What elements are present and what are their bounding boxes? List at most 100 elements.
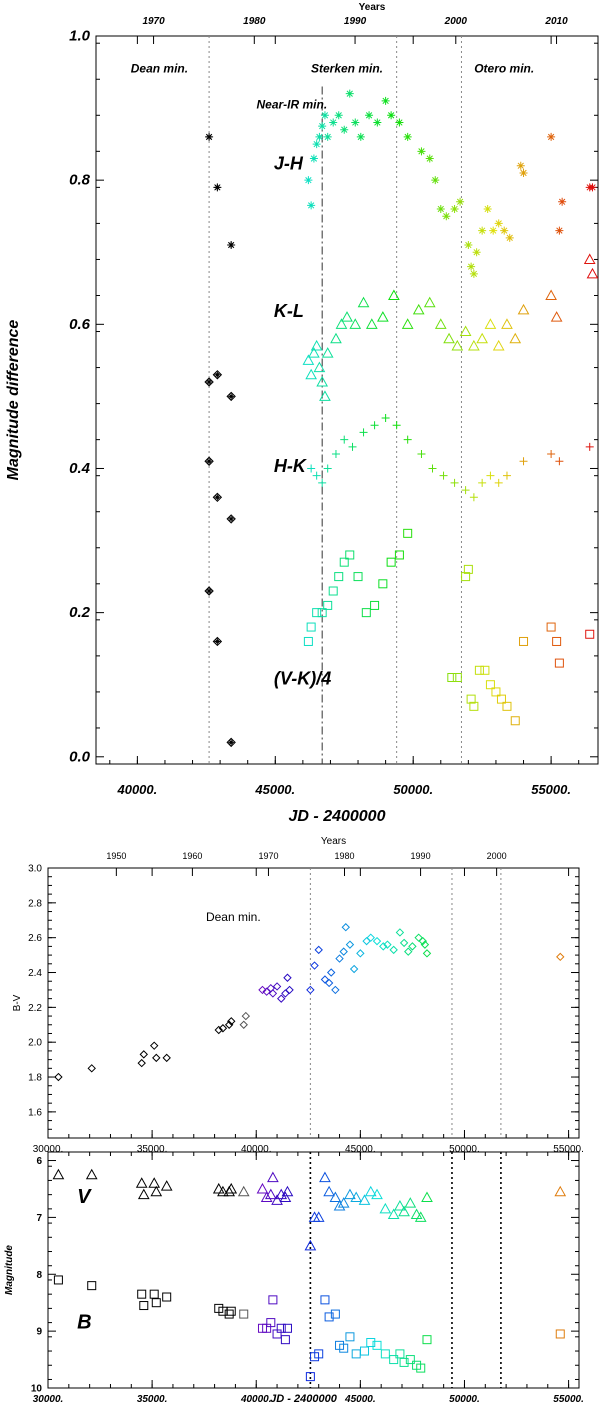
- data-point: [585, 629, 595, 639]
- data-point: [412, 303, 425, 315]
- data-point: [379, 1202, 392, 1214]
- data-point: [351, 118, 360, 127]
- data-point: [335, 318, 348, 329]
- data-point: [447, 673, 457, 683]
- data-point: [358, 1194, 371, 1205]
- data-point: [372, 1340, 382, 1350]
- data-point: [414, 933, 423, 942]
- top-tick-label: 2000: [487, 851, 507, 861]
- data-point: [364, 1185, 377, 1197]
- data-point: [87, 1281, 97, 1291]
- data-point: [494, 219, 503, 228]
- data-point: [463, 564, 473, 574]
- data-point: [319, 390, 331, 401]
- data-point: [395, 1349, 405, 1359]
- data-point: [461, 486, 470, 495]
- data-point: [212, 1182, 225, 1194]
- data-point: [425, 154, 434, 163]
- data-point: [212, 370, 223, 380]
- data-point: [323, 1185, 335, 1197]
- marker-overlay: [206, 588, 213, 595]
- data-point: [329, 1191, 342, 1202]
- y-tick-label: 6: [36, 1156, 42, 1167]
- data-point: [217, 1185, 229, 1197]
- data-point: [306, 622, 316, 632]
- data-point: [318, 478, 327, 487]
- data-point: [272, 982, 282, 991]
- data-point: [519, 636, 529, 646]
- data-point: [204, 456, 214, 466]
- data-point: [476, 332, 489, 344]
- data-point: [321, 347, 334, 358]
- y-tick-label: 10: [31, 1384, 43, 1395]
- x-tick-label: 35000.: [137, 1144, 168, 1155]
- data-point: [389, 945, 398, 955]
- data-point: [443, 332, 455, 344]
- data-point: [318, 122, 327, 131]
- data-point: [314, 945, 323, 955]
- x-tick-label: 40000.: [240, 1394, 272, 1405]
- data-point: [422, 1335, 432, 1345]
- data-point: [319, 1171, 331, 1183]
- data-point: [227, 241, 236, 250]
- data-point: [389, 1355, 399, 1365]
- data-point: [399, 1357, 409, 1367]
- data-point: [330, 332, 342, 344]
- data-point: [586, 267, 599, 279]
- data-point: [280, 1335, 290, 1345]
- data-point: [314, 1349, 324, 1359]
- data-point: [492, 339, 505, 351]
- data-point: [395, 118, 404, 127]
- series-label: B: [77, 1311, 91, 1333]
- data-point: [152, 1053, 161, 1063]
- data-point: [323, 464, 332, 473]
- data-point: [308, 347, 320, 358]
- data-point: [226, 514, 236, 524]
- data-point: [227, 1017, 236, 1026]
- data-point: [459, 325, 472, 337]
- data-point: [378, 579, 388, 589]
- data-point: [54, 1072, 63, 1082]
- data-point: [370, 600, 380, 610]
- data-point: [305, 1372, 315, 1382]
- minimum-label: Dean min.: [206, 910, 261, 924]
- data-point: [85, 1168, 98, 1180]
- data-point: [279, 1191, 292, 1202]
- data-point: [483, 204, 492, 213]
- data-point: [451, 339, 464, 351]
- data-point: [137, 1289, 147, 1299]
- data-point: [307, 201, 316, 210]
- data-point: [362, 936, 371, 946]
- series-label: (V-K)/4: [274, 669, 331, 689]
- data-point: [381, 414, 390, 423]
- data-point: [501, 318, 513, 329]
- x-axis-title: JD - 2400000: [270, 1393, 338, 1405]
- data-point: [371, 1188, 383, 1200]
- data-point: [328, 586, 338, 596]
- data-point: [372, 936, 382, 946]
- data-point: [340, 435, 349, 444]
- data-point: [442, 212, 451, 221]
- data-point: [485, 680, 495, 690]
- y-tick-label: 2.6: [28, 933, 42, 944]
- x-tick-label: 35000.: [137, 1394, 168, 1405]
- data-point: [554, 658, 564, 668]
- data-point: [333, 1199, 346, 1211]
- y-tick-label: 3.0: [28, 864, 42, 875]
- y-axis-title: Magnitude difference: [5, 320, 22, 481]
- data-point: [226, 391, 236, 402]
- data-point: [588, 183, 597, 192]
- data-point: [264, 1188, 277, 1200]
- data-point: [307, 464, 316, 473]
- x-axis-title: JD - 2400000: [289, 808, 386, 825]
- data-point: [491, 687, 501, 697]
- data-point: [320, 111, 329, 120]
- x-tick-label: 40000.: [241, 1144, 272, 1155]
- x-tick-label: 50000.: [449, 1394, 480, 1405]
- data-point: [379, 942, 388, 951]
- data-point: [408, 942, 417, 951]
- data-point: [494, 478, 503, 487]
- data-point: [380, 1349, 390, 1359]
- data-point: [357, 296, 370, 308]
- marker-overlay: [214, 638, 221, 645]
